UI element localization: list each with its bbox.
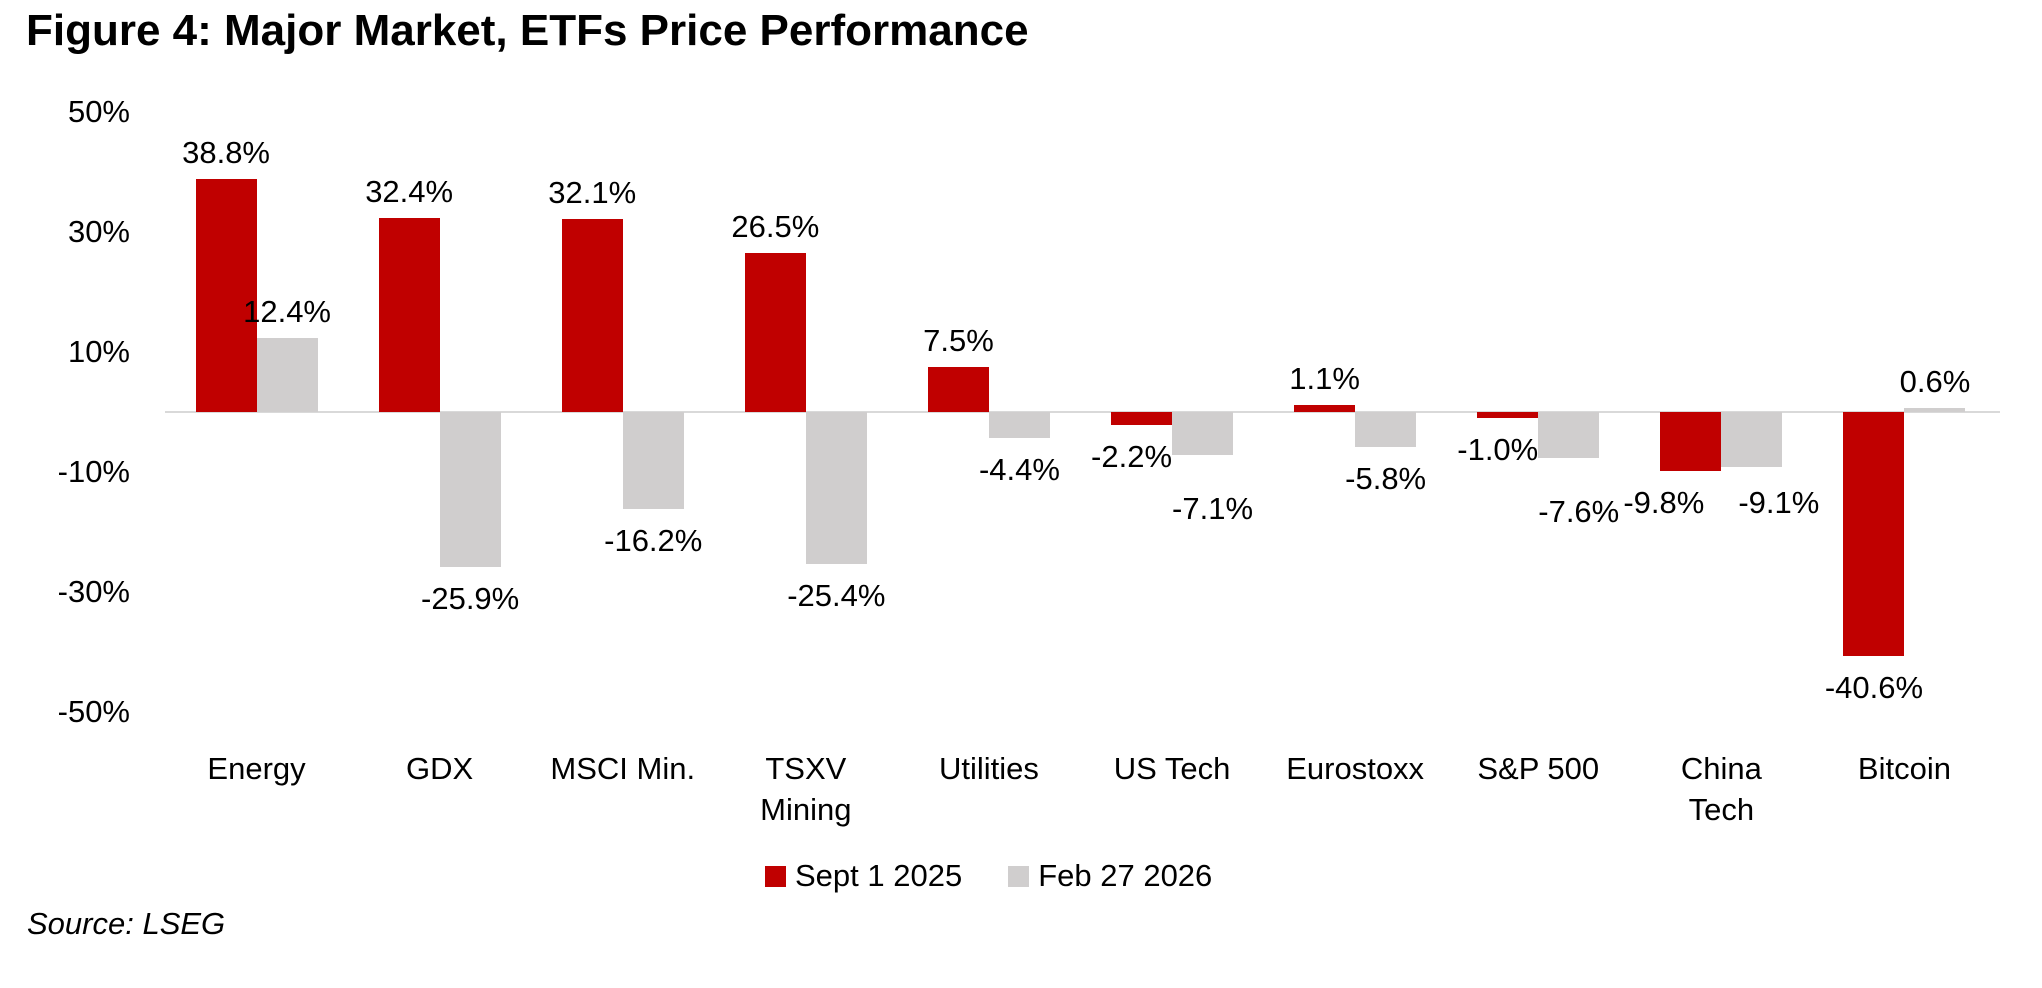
bar-feb-27-2026-bitcoin	[1904, 408, 1966, 412]
y-axis-tick-label: 10%	[67, 334, 130, 369]
category-label-tsxv-mining: TSXV Mining	[760, 751, 852, 827]
category-label-utilities: Utilities	[938, 751, 1039, 786]
category-label-china-tech: China Tech	[1680, 751, 1762, 827]
y-axis-tick-label: -10%	[57, 454, 130, 489]
bar-sept-1-2025-gdx	[378, 217, 440, 412]
category-label-s-p-500: S&P 500	[1477, 751, 1600, 786]
category-label-bitcoin: Bitcoin	[1857, 751, 1951, 786]
value-label-sept-1-2025-china-tech: -9.8%	[1623, 484, 1705, 520]
bar-sept-1-2025-tsxv-mining	[744, 253, 806, 412]
value-label-feb-27-2026-us-tech: -7.1%	[1172, 490, 1254, 526]
value-label-feb-27-2026-msci-min: -16.2%	[604, 523, 703, 559]
bar-feb-27-2026-us-tech	[1172, 412, 1234, 455]
value-label-feb-27-2026-s-p-500: -7.6%	[1538, 493, 1620, 529]
legend-item-feb-27-2026: Feb 27 2026	[1008, 858, 1212, 894]
bar-sept-1-2025-msci-min	[561, 219, 623, 412]
legend-swatch-gray-icon	[1008, 865, 1030, 887]
category-label-energy: Energy	[207, 751, 306, 786]
value-label-feb-27-2026-gdx: -25.9%	[421, 581, 520, 617]
y-axis-tick-label: 30%	[67, 214, 130, 249]
figure-title: Figure 4: Major Market, ETFs Price Perfo…	[26, 6, 1029, 55]
bar-feb-27-2026-s-p-500	[1538, 412, 1600, 458]
value-label-sept-1-2025-tsxv-mining: 26.5%	[731, 209, 820, 244]
zero-baseline	[165, 411, 2000, 413]
category-label-eurostoxx: Eurostoxx	[1286, 751, 1425, 786]
value-label-sept-1-2025-msci-min: 32.1%	[548, 175, 637, 211]
bar-sept-1-2025-bitcoin	[1843, 412, 1905, 656]
bar-sept-1-2025-s-p-500	[1477, 412, 1539, 418]
bar-feb-27-2026-energy	[256, 337, 318, 412]
bar-sept-1-2025-eurostoxx	[1294, 405, 1356, 412]
bar-sept-1-2025-energy	[195, 179, 257, 412]
bar-feb-27-2026-utilities	[988, 412, 1050, 439]
y-axis-tick-label: 50%	[67, 94, 130, 129]
legend-label-sept-1-2025: Sept 1 2025	[795, 858, 963, 893]
category-label-gdx: GDX	[406, 751, 474, 786]
category-label-us-tech: US Tech	[1113, 751, 1231, 786]
legend-label-feb-27-2026: Feb 27 2026	[1038, 858, 1213, 893]
source-note: Source: LSEG	[27, 906, 226, 941]
value-label-sept-1-2025-eurostoxx: 1.1%	[1289, 361, 1360, 397]
bar-feb-27-2026-tsxv-mining	[805, 412, 867, 565]
value-label-sept-1-2025-utilities: 7.5%	[923, 323, 994, 358]
bar-sept-1-2025-utilities	[927, 367, 989, 412]
legend-item-sept-1-2025: Sept 1 2025	[765, 858, 962, 894]
y-axis-tick-label: -30%	[57, 574, 130, 609]
value-label-feb-27-2026-eurostoxx: -5.8%	[1345, 460, 1427, 496]
value-label-feb-27-2026-utilities: -4.4%	[978, 452, 1060, 488]
bar-feb-27-2026-eurostoxx	[1355, 412, 1417, 447]
value-label-feb-27-2026-bitcoin: 0.6%	[1899, 364, 1971, 400]
bar-feb-27-2026-china-tech	[1721, 412, 1783, 467]
value-label-sept-1-2025-bitcoin: -40.6%	[1824, 669, 1924, 705]
value-label-sept-1-2025-s-p-500: -1.0%	[1457, 432, 1539, 467]
category-label-msci-min: MSCI Min.	[550, 751, 696, 786]
bar-feb-27-2026-gdx	[439, 412, 501, 568]
legend-swatch-red-icon	[765, 865, 786, 887]
bar-feb-27-2026-msci-min	[622, 412, 684, 510]
value-label-feb-27-2026-china-tech: -9.1%	[1738, 484, 1820, 520]
value-label-feb-27-2026-energy: 12.4%	[243, 293, 331, 329]
value-label-sept-1-2025-gdx: 32.4%	[365, 173, 454, 209]
bar-sept-1-2025-china-tech	[1660, 412, 1722, 471]
value-label-feb-27-2026-tsxv-mining: -25.4%	[787, 578, 886, 614]
value-label-sept-1-2025-us-tech: -2.2%	[1091, 439, 1173, 475]
chart-legend: Sept 1 2025 Feb 27 2026	[765, 858, 1212, 894]
y-axis-tick-label: -50%	[57, 694, 130, 729]
bar-sept-1-2025-us-tech	[1111, 412, 1173, 426]
value-label-sept-1-2025-energy: 38.8%	[182, 135, 270, 171]
